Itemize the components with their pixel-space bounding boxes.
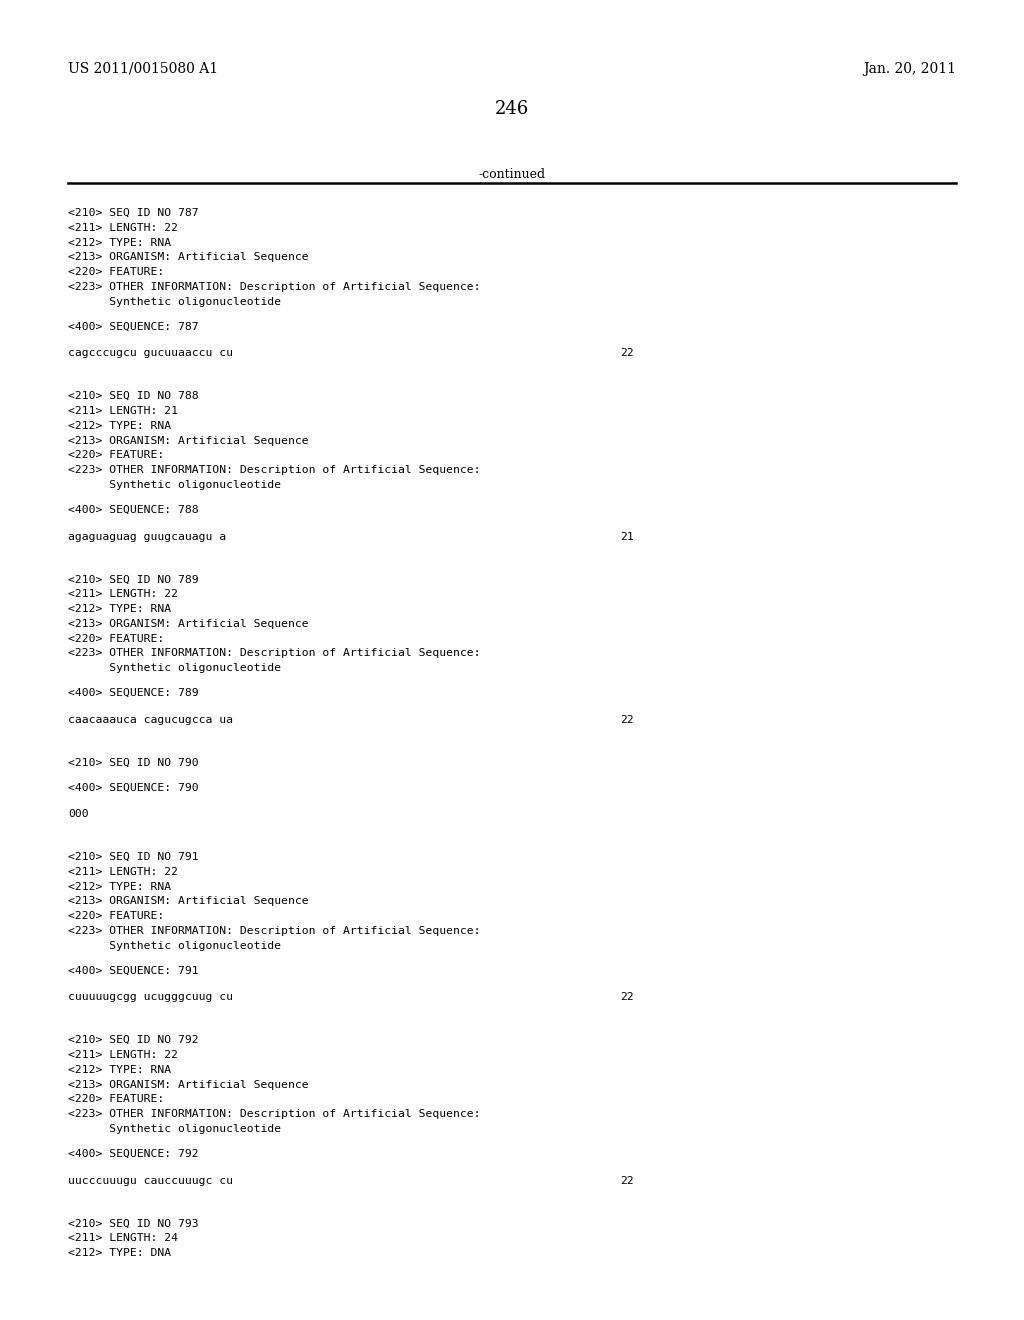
Text: <211> LENGTH: 22: <211> LENGTH: 22	[68, 589, 178, 599]
Text: <210> SEQ ID NO 793: <210> SEQ ID NO 793	[68, 1218, 199, 1229]
Text: US 2011/0015080 A1: US 2011/0015080 A1	[68, 62, 218, 77]
Text: <400> SEQUENCE: 789: <400> SEQUENCE: 789	[68, 688, 199, 698]
Text: Synthetic oligonucleotide: Synthetic oligonucleotide	[68, 297, 282, 306]
Text: <220> FEATURE:: <220> FEATURE:	[68, 1094, 164, 1105]
Text: <211> LENGTH: 22: <211> LENGTH: 22	[68, 223, 178, 232]
Text: <223> OTHER INFORMATION: Description of Artificial Sequence:: <223> OTHER INFORMATION: Description of …	[68, 282, 480, 292]
Text: Jan. 20, 2011: Jan. 20, 2011	[863, 62, 956, 77]
Text: <220> FEATURE:: <220> FEATURE:	[68, 450, 164, 461]
Text: <223> OTHER INFORMATION: Description of Artificial Sequence:: <223> OTHER INFORMATION: Description of …	[68, 927, 480, 936]
Text: 21: 21	[620, 532, 634, 541]
Text: <400> SEQUENCE: 791: <400> SEQUENCE: 791	[68, 966, 199, 975]
Text: <210> SEQ ID NO 788: <210> SEQ ID NO 788	[68, 391, 199, 401]
Text: <213> ORGANISM: Artificial Sequence: <213> ORGANISM: Artificial Sequence	[68, 436, 308, 446]
Text: <210> SEQ ID NO 790: <210> SEQ ID NO 790	[68, 758, 199, 768]
Text: cagcccugcu gucuuaaccu cu: cagcccugcu gucuuaaccu cu	[68, 348, 233, 359]
Text: <400> SEQUENCE: 788: <400> SEQUENCE: 788	[68, 504, 199, 515]
Text: <223> OTHER INFORMATION: Description of Artificial Sequence:: <223> OTHER INFORMATION: Description of …	[68, 465, 480, 475]
Text: <213> ORGANISM: Artificial Sequence: <213> ORGANISM: Artificial Sequence	[68, 896, 308, 907]
Text: <220> FEATURE:: <220> FEATURE:	[68, 911, 164, 921]
Text: <220> FEATURE:: <220> FEATURE:	[68, 267, 164, 277]
Text: <223> OTHER INFORMATION: Description of Artificial Sequence:: <223> OTHER INFORMATION: Description of …	[68, 1109, 480, 1119]
Text: <212> TYPE: RNA: <212> TYPE: RNA	[68, 1065, 171, 1074]
Text: 000: 000	[68, 809, 89, 820]
Text: <210> SEQ ID NO 789: <210> SEQ ID NO 789	[68, 574, 199, 585]
Text: 22: 22	[620, 715, 634, 725]
Text: 22: 22	[620, 993, 634, 1002]
Text: <210> SEQ ID NO 792: <210> SEQ ID NO 792	[68, 1035, 199, 1045]
Text: 246: 246	[495, 100, 529, 117]
Text: Synthetic oligonucleotide: Synthetic oligonucleotide	[68, 1125, 282, 1134]
Text: Synthetic oligonucleotide: Synthetic oligonucleotide	[68, 663, 282, 673]
Text: <220> FEATURE:: <220> FEATURE:	[68, 634, 164, 644]
Text: <211> LENGTH: 22: <211> LENGTH: 22	[68, 1049, 178, 1060]
Text: <212> TYPE: RNA: <212> TYPE: RNA	[68, 882, 171, 891]
Text: <212> TYPE: RNA: <212> TYPE: RNA	[68, 421, 171, 430]
Text: <210> SEQ ID NO 791: <210> SEQ ID NO 791	[68, 851, 199, 862]
Text: Synthetic oligonucleotide: Synthetic oligonucleotide	[68, 941, 282, 950]
Text: Synthetic oligonucleotide: Synthetic oligonucleotide	[68, 480, 282, 490]
Text: <212> TYPE: DNA: <212> TYPE: DNA	[68, 1247, 171, 1258]
Text: <212> TYPE: RNA: <212> TYPE: RNA	[68, 238, 171, 248]
Text: <213> ORGANISM: Artificial Sequence: <213> ORGANISM: Artificial Sequence	[68, 252, 308, 263]
Text: <211> LENGTH: 21: <211> LENGTH: 21	[68, 407, 178, 416]
Text: <400> SEQUENCE: 787: <400> SEQUENCE: 787	[68, 322, 199, 331]
Text: agaguaguag guugcauagu a: agaguaguag guugcauagu a	[68, 532, 226, 541]
Text: <213> ORGANISM: Artificial Sequence: <213> ORGANISM: Artificial Sequence	[68, 1080, 308, 1089]
Text: caacaaauca cagucugcca ua: caacaaauca cagucugcca ua	[68, 715, 233, 725]
Text: 22: 22	[620, 348, 634, 359]
Text: <211> LENGTH: 24: <211> LENGTH: 24	[68, 1233, 178, 1243]
Text: <400> SEQUENCE: 790: <400> SEQUENCE: 790	[68, 783, 199, 792]
Text: uucccuuugu cauccuuugc cu: uucccuuugu cauccuuugc cu	[68, 1176, 233, 1185]
Text: <223> OTHER INFORMATION: Description of Artificial Sequence:: <223> OTHER INFORMATION: Description of …	[68, 648, 480, 659]
Text: cuuuuugcgg ucugggcuug cu: cuuuuugcgg ucugggcuug cu	[68, 993, 233, 1002]
Text: <400> SEQUENCE: 792: <400> SEQUENCE: 792	[68, 1148, 199, 1159]
Text: <211> LENGTH: 22: <211> LENGTH: 22	[68, 867, 178, 876]
Text: 22: 22	[620, 1176, 634, 1185]
Text: <212> TYPE: RNA: <212> TYPE: RNA	[68, 605, 171, 614]
Text: <210> SEQ ID NO 787: <210> SEQ ID NO 787	[68, 209, 199, 218]
Text: <213> ORGANISM: Artificial Sequence: <213> ORGANISM: Artificial Sequence	[68, 619, 308, 628]
Text: -continued: -continued	[478, 168, 546, 181]
